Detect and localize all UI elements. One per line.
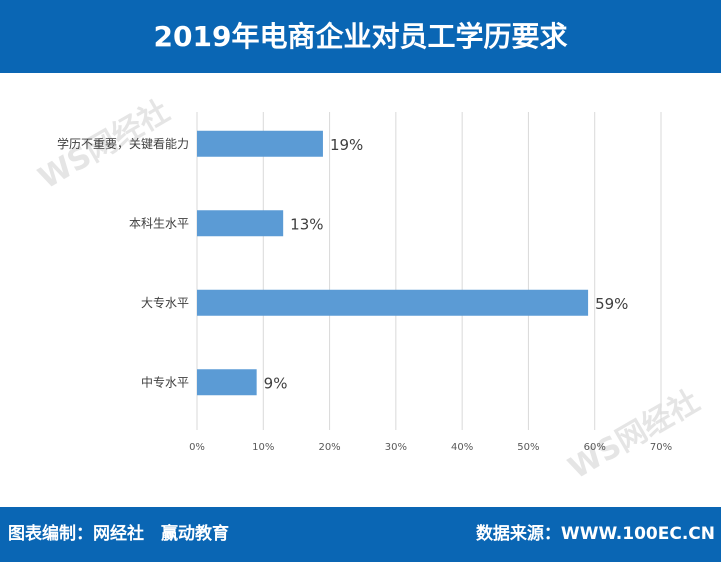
data-label: 19% bbox=[330, 136, 363, 154]
bar bbox=[197, 210, 284, 237]
x-tick-label: 70% bbox=[650, 442, 672, 453]
x-tick-label: 50% bbox=[517, 442, 539, 453]
x-tick-label: 30% bbox=[385, 442, 407, 453]
category-label: 学历不重要，关键看能力 bbox=[57, 136, 189, 151]
x-tick-label: 40% bbox=[451, 442, 473, 453]
x-tick-label: 60% bbox=[584, 442, 606, 453]
bar bbox=[197, 130, 323, 157]
footer-credit: 图表编制：网经社 赢动教育 bbox=[8, 524, 229, 544]
data-label: 59% bbox=[595, 295, 628, 313]
data-label: 13% bbox=[290, 215, 323, 233]
footer-banner: 图表编制：网经社 赢动教育 数据来源：WWW.100EC.CN bbox=[0, 507, 721, 562]
chart-title: 2019年电商企业对员工学历要求 bbox=[0, 0, 721, 73]
category-label: 中专水平 bbox=[141, 374, 189, 389]
category-label: 大专水平 bbox=[141, 295, 189, 310]
footer-source: 数据来源：WWW.100EC.CN bbox=[475, 524, 715, 544]
data-label: 9% bbox=[264, 374, 288, 392]
x-tick-label: 20% bbox=[318, 442, 340, 453]
bar bbox=[197, 289, 589, 316]
x-tick-label: 0% bbox=[189, 442, 205, 453]
bar bbox=[197, 369, 257, 396]
x-tick-label: 10% bbox=[252, 442, 274, 453]
category-label: 本科生水平 bbox=[129, 216, 189, 230]
